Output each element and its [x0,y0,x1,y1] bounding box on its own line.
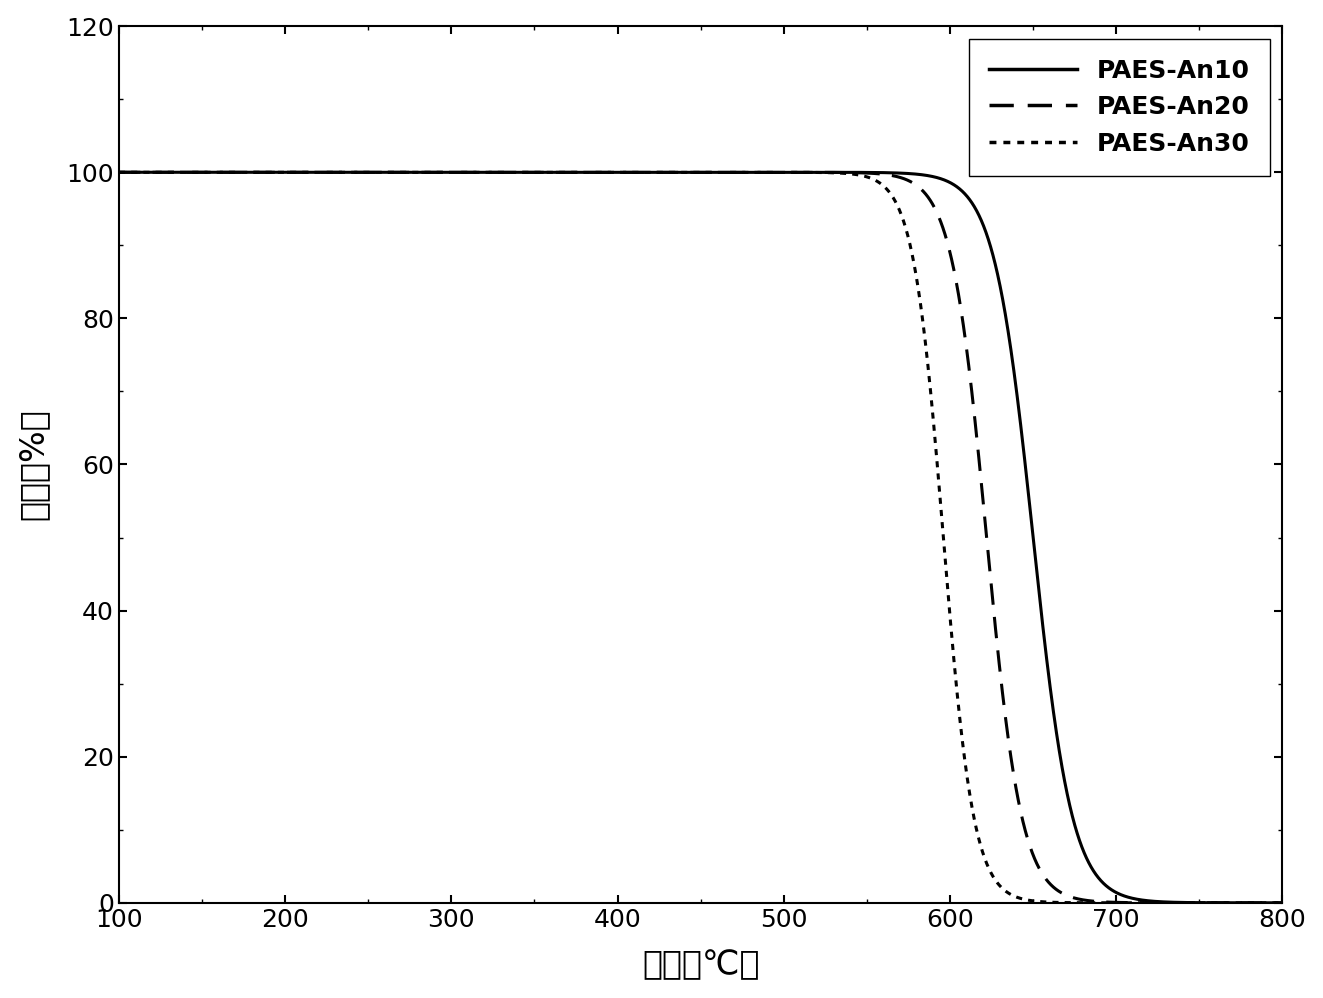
Line: PAES-An10: PAES-An10 [119,173,1282,903]
PAES-An30 [111,167,127,179]
PAES-An20 [111,167,127,179]
PAES-An20 [1274,897,1290,909]
PAES-An20 [556,167,572,179]
PAES-An10 [556,167,572,179]
PAES-An30 [1068,896,1084,908]
PAES-An30 [979,858,995,870]
PAES-An20 [808,167,824,179]
PAES-An10 [808,167,824,179]
PAES-An10 [979,230,995,242]
PAES-An10 [323,167,339,179]
PAES-An20 [868,168,884,180]
PAES-An10 [111,167,127,179]
PAES-An20 [979,537,995,549]
PAES-An10 [1068,822,1084,834]
PAES-An10 [1274,897,1290,909]
X-axis label: 温度（℃）: 温度（℃） [642,948,759,981]
Legend: PAES-An10, PAES-An20, PAES-An30: PAES-An10, PAES-An20, PAES-An30 [970,39,1270,176]
Line: PAES-An20: PAES-An20 [119,173,1282,903]
Y-axis label: 质量（%）: 质量（%） [17,408,50,520]
PAES-An30 [1274,897,1290,909]
PAES-An10 [868,167,884,179]
PAES-An30 [323,167,339,179]
PAES-An20 [1068,892,1084,904]
PAES-An30 [868,175,884,187]
Line: PAES-An30: PAES-An30 [119,173,1282,903]
PAES-An20 [323,167,339,179]
PAES-An30 [556,167,572,179]
PAES-An30 [808,167,824,179]
